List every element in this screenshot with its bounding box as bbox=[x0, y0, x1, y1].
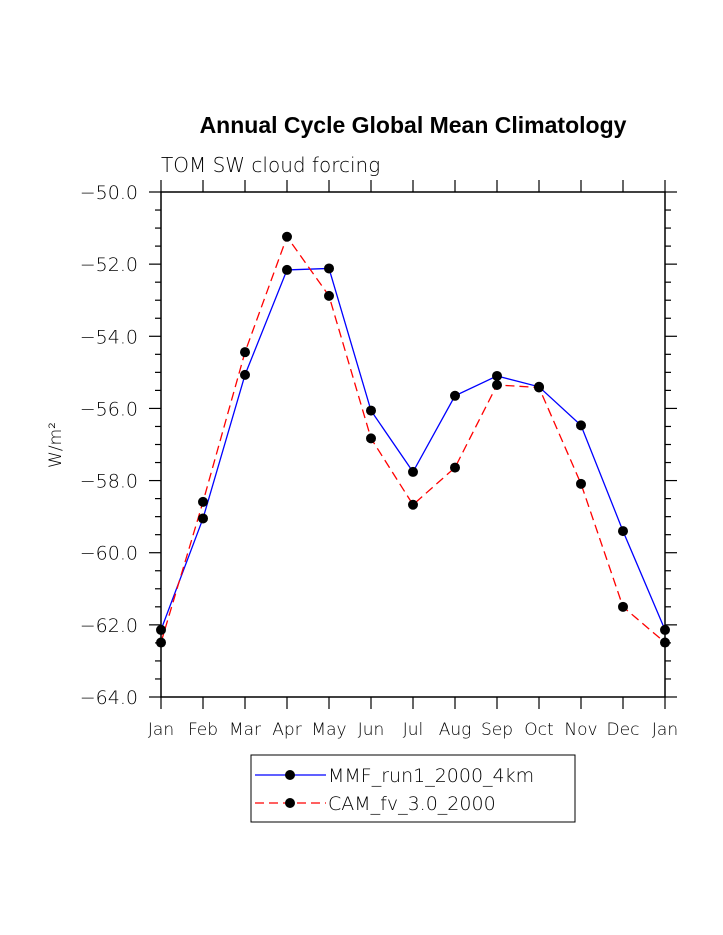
y-tick-label: −60.0 bbox=[80, 543, 138, 565]
y-tick-label: −62.0 bbox=[80, 615, 138, 637]
legend-box bbox=[250, 754, 576, 823]
y-tick-label: −54.0 bbox=[80, 326, 138, 348]
series-line bbox=[160, 267, 666, 631]
data-point bbox=[324, 263, 334, 274]
data-point bbox=[660, 624, 670, 635]
legend-marker bbox=[285, 770, 295, 780]
data-point bbox=[576, 478, 586, 489]
x-tick-label: May bbox=[311, 720, 346, 740]
x-tick-label: Jan bbox=[148, 720, 174, 740]
x-tick-label: Oct bbox=[524, 720, 553, 740]
data-point bbox=[198, 513, 208, 524]
x-tick-label: Feb bbox=[188, 720, 218, 740]
data-point bbox=[366, 405, 376, 416]
data-point bbox=[408, 499, 418, 510]
data-point bbox=[492, 379, 502, 390]
data-point bbox=[324, 290, 334, 301]
x-tick-label: Dec bbox=[607, 720, 640, 740]
data-point bbox=[618, 526, 628, 537]
chart-title: Annual Cycle Global Mean Climatology bbox=[200, 112, 627, 138]
y-axis-label: W/m² bbox=[46, 422, 66, 468]
data-point bbox=[450, 390, 460, 401]
x-tick-label: Aug bbox=[439, 720, 472, 740]
x-tick-label: Apr bbox=[272, 720, 301, 740]
x-tick-label: Nov bbox=[564, 720, 597, 740]
x-tick-label: Jul bbox=[403, 720, 424, 740]
legend: MMF_run1_2000_4km CAM_fv_3.0_2000 bbox=[250, 754, 576, 823]
x-tick-label: Jan bbox=[652, 720, 678, 740]
plot-frame bbox=[160, 191, 666, 698]
data-point bbox=[576, 420, 586, 431]
y-tick-label: −58.0 bbox=[80, 471, 138, 493]
x-tick-label: Sep bbox=[481, 720, 513, 740]
data-point bbox=[282, 231, 292, 242]
data-point bbox=[534, 382, 544, 393]
series-line bbox=[160, 235, 666, 644]
y-tick-label: −56.0 bbox=[80, 398, 138, 420]
data-point bbox=[618, 601, 628, 612]
data-point bbox=[492, 370, 502, 381]
y-tick-label: −52.0 bbox=[80, 254, 138, 276]
legend-marker bbox=[285, 798, 295, 808]
legend-label: MMF_run1_2000_4km bbox=[328, 765, 534, 787]
data-point bbox=[240, 369, 250, 380]
y-tick-label: −64.0 bbox=[80, 687, 138, 709]
legend-label: CAM_fv_3.0_2000 bbox=[328, 793, 496, 815]
x-tick-label: Jun bbox=[358, 720, 385, 740]
data-point bbox=[282, 264, 292, 275]
data-point bbox=[240, 347, 250, 358]
data-point bbox=[450, 462, 460, 473]
data-point bbox=[408, 466, 418, 477]
y-tick-label: −50.0 bbox=[80, 182, 138, 204]
data-point bbox=[366, 433, 376, 444]
data-point bbox=[156, 637, 166, 648]
chart-subtitle: TOM SW cloud forcing bbox=[161, 153, 380, 177]
data-point bbox=[660, 637, 670, 648]
data-point bbox=[156, 624, 166, 635]
x-tick-label: Mar bbox=[229, 720, 261, 740]
data-point bbox=[198, 496, 208, 507]
